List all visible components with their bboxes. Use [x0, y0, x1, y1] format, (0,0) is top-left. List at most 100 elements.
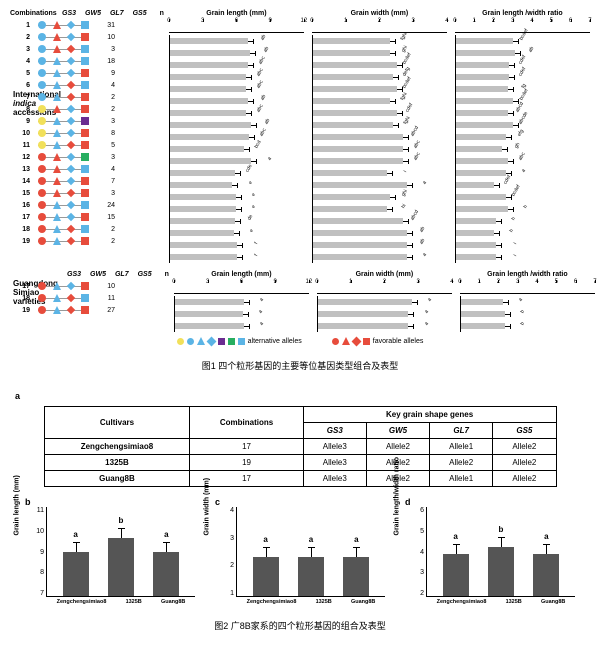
legend: alternative alleles favorable alleles — [15, 337, 585, 345]
combo-row: 115 — [15, 139, 164, 151]
combo-header: Combinations — [10, 10, 62, 19]
allele-marker — [67, 117, 75, 125]
allele-marker — [38, 294, 46, 302]
allele-marker — [67, 189, 75, 197]
allele-marker — [53, 129, 61, 137]
allele-marker — [53, 165, 61, 173]
allele-marker — [67, 21, 75, 29]
allele-marker — [53, 294, 61, 302]
allele-marker — [81, 21, 89, 29]
allele-marker — [53, 213, 61, 221]
cultivar-table: Cultivars Combinations Key grain shape g… — [44, 406, 557, 487]
allele-marker — [67, 129, 75, 137]
combo-row: 108 — [15, 127, 164, 139]
bar-chart: bGrain length (mm)1110987abaZengchengsim… — [25, 497, 195, 605]
allele-marker — [67, 105, 75, 113]
allele-marker — [81, 33, 89, 41]
allele-marker — [38, 282, 46, 290]
allele-marker — [67, 177, 75, 185]
allele-marker — [67, 45, 75, 53]
allele-marker — [38, 105, 46, 113]
panel-a-label: a — [15, 391, 585, 401]
gene-headers: GS3GW5GL7GS5n — [67, 271, 169, 278]
allele-marker — [67, 201, 75, 209]
combo-row: 1624 — [15, 199, 164, 211]
allele-marker — [38, 117, 46, 125]
allele-marker — [53, 45, 61, 53]
bar-chart: Grain length /width ratio01234567abb — [460, 271, 595, 332]
figure-2-caption: 图2 广8B家系的四个粒形基因的组合及表型 — [15, 613, 585, 638]
allele-marker — [53, 225, 61, 233]
bar-chart: Grain width (mm)01234aaa — [317, 271, 452, 332]
figure-2: a Cultivars Combinations Key grain shape… — [0, 391, 600, 656]
allele-marker — [81, 165, 89, 173]
allele-marker — [38, 189, 46, 197]
combo-row: 147 — [15, 175, 164, 187]
allele-marker — [53, 81, 61, 89]
combo-row: 59 — [15, 67, 164, 79]
allele-marker — [67, 153, 75, 161]
figure-1-caption: 图1 四个粒形基因的主要等位基因类型组合及表型 — [15, 353, 585, 378]
allele-marker — [67, 282, 75, 290]
allele-marker — [38, 141, 46, 149]
allele-marker — [53, 189, 61, 197]
allele-marker — [67, 141, 75, 149]
allele-marker — [81, 81, 89, 89]
allele-marker — [38, 237, 46, 245]
th-combinations: Combinations — [190, 407, 303, 439]
combo-row: 131 — [15, 19, 164, 31]
allele-marker — [81, 213, 89, 221]
allele-marker — [67, 33, 75, 41]
allele-marker — [53, 306, 61, 314]
combo-row: 134 — [15, 163, 164, 175]
allele-marker — [53, 201, 61, 209]
allele-marker — [81, 129, 89, 137]
allele-marker — [81, 282, 89, 290]
allele-marker — [67, 93, 75, 101]
combo-row: 153 — [15, 187, 164, 199]
combo-row: 93 — [15, 115, 164, 127]
allele-marker — [38, 81, 46, 89]
allele-marker — [38, 153, 46, 161]
allele-marker — [67, 237, 75, 245]
allele-marker — [81, 105, 89, 113]
bar-chart: Grain length (mm)036912aaa — [174, 271, 309, 332]
allele-marker — [53, 237, 61, 245]
legend-text: alternative alleles — [248, 338, 302, 345]
allele-marker — [38, 201, 46, 209]
allele-marker — [81, 225, 89, 233]
allele-marker — [53, 141, 61, 149]
combo-row: 210 — [15, 31, 164, 43]
allele-marker — [38, 33, 46, 41]
figure-1: International indica accessions Combinat… — [0, 0, 600, 391]
legend-text: favorable alleles — [373, 338, 424, 345]
combo-row: 1715 — [15, 211, 164, 223]
allele-marker — [38, 213, 46, 221]
allele-marker — [81, 294, 89, 302]
th-cultivars: Cultivars — [44, 407, 190, 439]
allele-marker — [67, 294, 75, 302]
bar-chart: Grain width (mm)01234fghighibcdefdefgbcd… — [312, 10, 447, 263]
bar-chart: Grain length (mm)036912abababcabcabcabab… — [169, 10, 304, 263]
bar-chart: Grain length /width ratio01234567bcdefab… — [455, 10, 590, 263]
allele-marker — [81, 57, 89, 65]
combo-row: 1927 — [15, 304, 169, 316]
allele-marker — [81, 189, 89, 197]
allele-marker — [81, 117, 89, 125]
allele-marker — [67, 225, 75, 233]
allele-marker — [81, 153, 89, 161]
bar-chart: cGrain width (mm)4321aaaZengchengsimiao8… — [215, 497, 385, 605]
combo-row: 418 — [15, 55, 164, 67]
combo-row: 192 — [15, 235, 164, 247]
combo-row: 33 — [15, 43, 164, 55]
allele-marker — [38, 45, 46, 53]
allele-marker — [81, 93, 89, 101]
allele-marker — [53, 282, 61, 290]
allele-marker — [53, 33, 61, 41]
allele-marker — [53, 153, 61, 161]
allele-marker — [81, 177, 89, 185]
allele-marker — [53, 93, 61, 101]
allele-marker — [53, 177, 61, 185]
allele-marker — [81, 306, 89, 314]
gene-headers: GS3GW5GL7GS5n — [62, 10, 164, 17]
